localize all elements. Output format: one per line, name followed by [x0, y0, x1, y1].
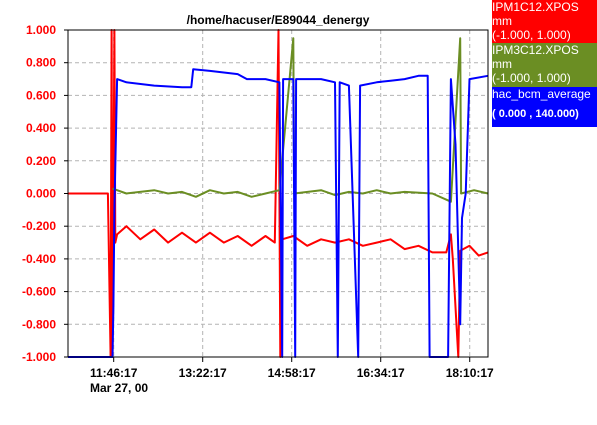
legend-ipm1c12-name: IPM1C12.XPOS — [492, 0, 579, 14]
y-tick-label: 1.000 — [26, 23, 56, 37]
y-tick-label: -1.000 — [22, 350, 56, 364]
x-tick-label: 18:10:17 — [446, 366, 494, 380]
y-tick-labels: 1.000 0.800 0.600 0.400 0.200 0.000 -0.200 -0.4… — [22, 23, 56, 364]
legend-ipm1c12-range: (-1.000, 1.000) — [492, 28, 571, 42]
legend-ipm1c12[interactable]: IPM1C12.XPOS mm (-1.000, 1.000) — [492, 0, 597, 44]
legend-hac-bcm-average-name: hac_bcm_average — [492, 87, 591, 101]
y-tick-label: 0.800 — [26, 56, 56, 70]
x-tick-label: 14:58:17 — [268, 366, 316, 380]
plot-frame — [67, 29, 489, 358]
x-tick-labels: 11:46:17 13:22:17 14:58:17 16:34:17 18:10:17 — [90, 366, 494, 380]
date-label: Mar 27, 00 — [90, 381, 148, 395]
legend-ipm3c12-range: (-1.000, 1.000) — [492, 71, 571, 85]
y-tick-label: 0.200 — [26, 154, 56, 168]
legend-ipm1c12-unit: mm — [492, 14, 512, 28]
chart-title: /home/hacuser/E89044_denergy — [187, 13, 370, 27]
x-tick-label: 16:34:17 — [357, 366, 405, 380]
y-tick-label: 0.600 — [26, 88, 56, 102]
y-tick-label: -0.600 — [22, 285, 56, 299]
legend-ipm3c12-name: IPM3C12.XPOS — [492, 43, 579, 57]
y-tick-label: 0.400 — [26, 121, 56, 135]
y-tick-label: -0.200 — [22, 219, 56, 233]
y-tick-label: -0.400 — [22, 252, 56, 266]
legend-hac-bcm-average-range: ( 0.000 , 140.000) — [492, 108, 579, 120]
series-line-ipm1c12-xpos — [68, 29, 489, 358]
x-tick-label: 11:46:17 — [90, 366, 138, 380]
plot-lines — [68, 29, 489, 358]
legend-ipm3c12-unit: mm — [492, 57, 512, 71]
legend-ipm3c12[interactable]: IPM3C12.XPOS mm (-1.000, 1.000) — [492, 43, 597, 87]
series-line-hac-bcm-average — [68, 68, 489, 358]
legend-hac-bcm-average[interactable]: hac_bcm_average ( 0.000 , 140.000) — [492, 87, 597, 127]
x-tick-label: 13:22:17 — [179, 366, 227, 380]
y-tick-label: -0.800 — [22, 317, 56, 331]
y-tick-label: 0.000 — [26, 187, 56, 201]
